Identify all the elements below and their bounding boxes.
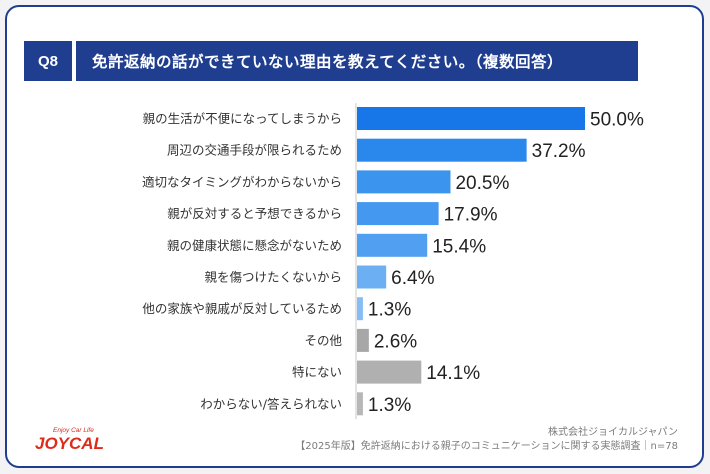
chart-card: Q8 免許返納の話ができていない理由を教えてください。（複数回答） Enjoy …: [5, 5, 704, 468]
joycal-logo: Enjoy Car Life JOYCAL: [35, 427, 104, 452]
category-label: 親を傷つけたくないから: [204, 270, 342, 285]
chart-footer: 株式会社ジョイカルジャパン 【2025年版】免許返納における親子のコミュニケーシ…: [295, 426, 678, 454]
bar: [357, 360, 422, 384]
footer-survey: 【2025年版】免許返納における親子のコミュニケーションに関する実態調査｜n=7…: [295, 441, 678, 452]
category-label: 親の生活が不便になってしまうから: [143, 111, 342, 126]
bar: [357, 233, 428, 257]
category-label: 周辺の交通手段が限られるため: [167, 143, 342, 158]
category-label: 特にない: [292, 365, 342, 380]
value-label: 17.9%: [444, 205, 498, 226]
bar: [357, 265, 387, 289]
bar: [357, 138, 527, 162]
header-gap: [72, 41, 76, 81]
bar: [357, 170, 451, 194]
value-label: 2.6%: [374, 331, 417, 352]
category-label: 他の家族や親戚が反対しているため: [142, 301, 342, 316]
value-label: 15.4%: [432, 236, 486, 257]
logo-tagline: Enjoy Car Life: [53, 427, 94, 434]
question-badge: Q8: [24, 41, 72, 81]
value-label: 50.0%: [590, 110, 644, 131]
bar: [357, 297, 363, 321]
bar: [357, 392, 363, 416]
bar: [357, 107, 585, 130]
value-label: 6.4%: [391, 268, 434, 289]
category-label: 親が反対すると予想できるから: [167, 206, 342, 221]
value-label: 20.5%: [455, 173, 509, 194]
value-label: 1.3%: [368, 300, 411, 321]
value-label: 37.2%: [532, 141, 586, 162]
category-label: 親の健康状態に懸念がないため: [167, 238, 342, 253]
footer-company: 株式会社ジョイカルジャパン: [548, 427, 678, 438]
value-label: 1.3%: [368, 395, 411, 416]
category-label: その他: [304, 333, 342, 348]
question-header: Q8 免許返納の話ができていない理由を教えてください。（複数回答）: [24, 41, 638, 81]
logo-brand: JOYCAL: [35, 434, 104, 452]
bar: [357, 328, 369, 352]
category-label: 適切なタイミングがわからないから: [142, 174, 342, 189]
value-label: 14.1%: [426, 363, 480, 384]
category-label: わからない/答えられない: [200, 396, 342, 411]
bar: [357, 202, 439, 226]
question-title: 免許返納の話ができていない理由を教えてください。（複数回答）: [76, 41, 638, 81]
